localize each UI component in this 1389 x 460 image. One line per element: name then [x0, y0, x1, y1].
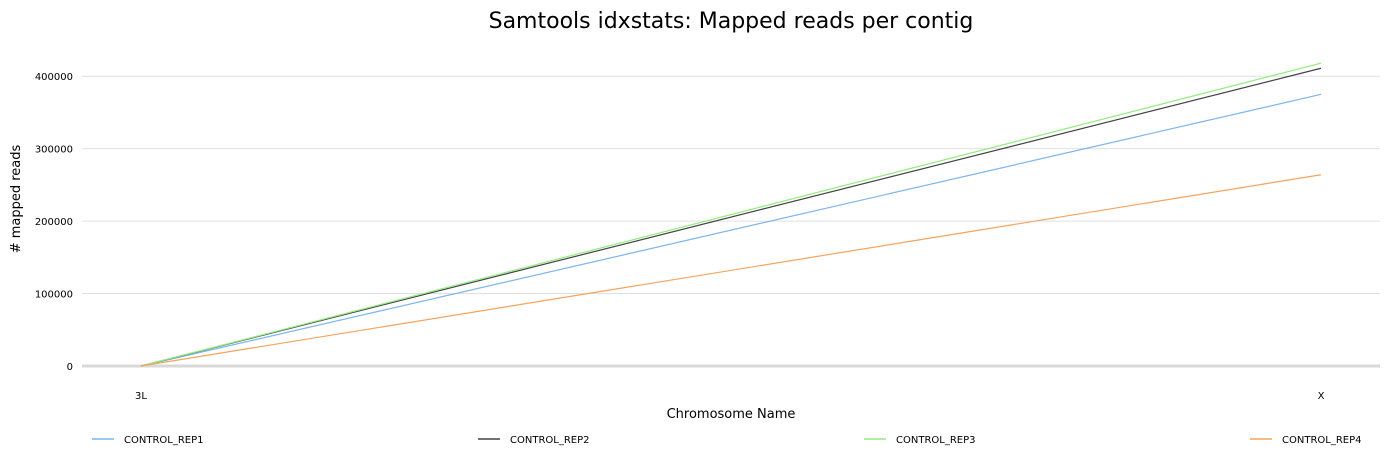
x-axis-title: Chromosome Name [667, 407, 796, 422]
grid-lines [82, 75, 1380, 368]
y-tick-label: 100000 [35, 290, 73, 301]
y-tick-label: 300000 [35, 145, 73, 156]
series-line [140, 93, 1322, 367]
y-axis-title: # mapped reads [9, 144, 24, 253]
y-tick-label: 0 [67, 362, 73, 373]
y-tick-label: 400000 [35, 72, 73, 83]
y-axis-ticks: 0 100000 200000 300000 400000 [35, 72, 73, 373]
series-line [140, 62, 1322, 367]
legend-item[interactable]: CONTROL_REP2 [478, 435, 590, 446]
legend-item[interactable]: CONTROL_REP3 [864, 435, 976, 446]
series-lines [140, 62, 1322, 367]
legend-label: CONTROL_REP2 [510, 435, 590, 446]
x-tick-label: X [1318, 391, 1325, 402]
x-tick-label: 3L [135, 391, 147, 402]
legend-label: CONTROL_REP1 [124, 435, 204, 446]
legend-label: CONTROL_REP3 [896, 435, 976, 446]
chart-title: Samtools idxstats: Mapped reads per cont… [489, 9, 974, 34]
y-tick-label: 200000 [35, 217, 73, 228]
legend-item[interactable]: CONTROL_REP4 [1250, 435, 1362, 446]
x-axis-ticks: 3L X [135, 391, 1325, 402]
legend: CONTROL_REP1 CONTROL_REP2 CONTROL_REP3 CONT… [92, 435, 1362, 446]
legend-item[interactable]: CONTROL_REP1 [92, 435, 204, 446]
series-line [140, 67, 1322, 367]
series-line [140, 174, 1322, 367]
legend-label: CONTROL_REP4 [1282, 435, 1362, 446]
